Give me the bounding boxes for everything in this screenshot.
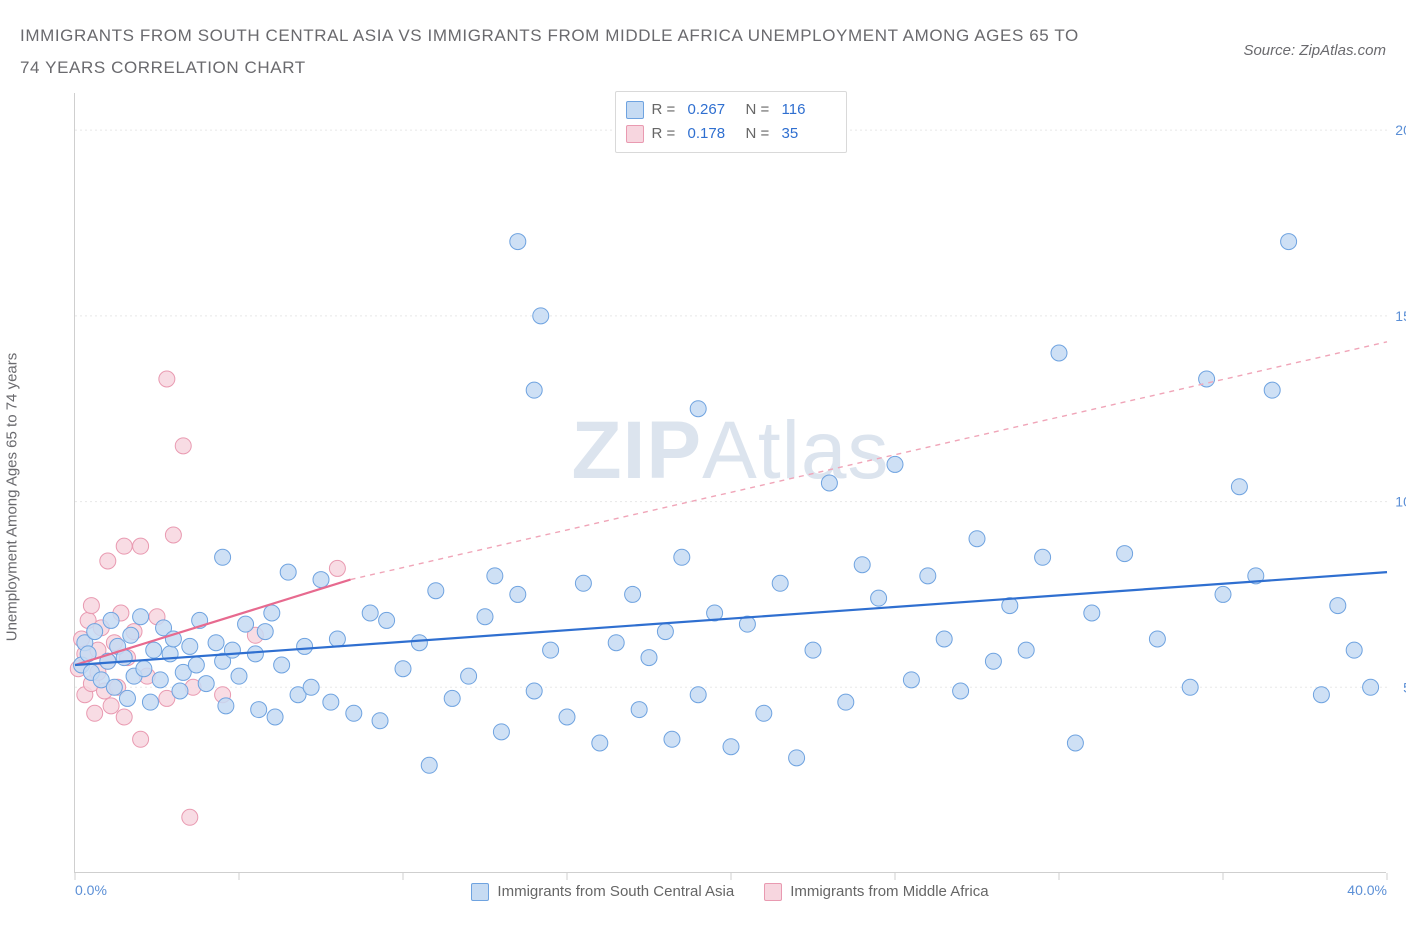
- chart-source: Source: ZipAtlas.com: [1243, 42, 1386, 59]
- plot-svg: 5.0%10.0%15.0%20.0%0.0%40.0%: [75, 93, 1386, 872]
- svg-text:20.0%: 20.0%: [1395, 122, 1406, 138]
- swatch-blue: [471, 883, 489, 901]
- r-label: R =: [652, 122, 680, 146]
- series-legend: Immigrants from South Central Asia Immig…: [74, 883, 1386, 901]
- legend-label: Immigrants from South Central Asia: [497, 883, 734, 900]
- legend-item: Immigrants from South Central Asia: [471, 883, 734, 901]
- n-value: 116: [782, 98, 832, 122]
- y-axis-label: Unemployment Among Ages 65 to 74 years: [4, 352, 21, 641]
- swatch-pink: [764, 883, 782, 901]
- swatch-blue: [626, 101, 644, 119]
- svg-text:40.0%: 40.0%: [1347, 882, 1387, 898]
- n-label: N =: [746, 122, 774, 146]
- stats-legend: R = 0.267 N = 116 R = 0.178 N = 35: [615, 91, 847, 153]
- chart-container: Unemployment Among Ages 65 to 74 years R…: [20, 93, 1386, 901]
- stats-row: R = 0.178 N = 35: [626, 122, 832, 146]
- r-label: R =: [652, 98, 680, 122]
- n-value: 35: [782, 122, 832, 146]
- chart-title: IMMIGRANTS FROM SOUTH CENTRAL ASIA VS IM…: [20, 20, 1080, 85]
- stats-row: R = 0.267 N = 116: [626, 98, 832, 122]
- n-label: N =: [746, 98, 774, 122]
- svg-text:10.0%: 10.0%: [1395, 493, 1406, 509]
- chart-header: IMMIGRANTS FROM SOUTH CENTRAL ASIA VS IM…: [20, 20, 1386, 85]
- legend-item: Immigrants from Middle Africa: [764, 883, 988, 901]
- svg-text:0.0%: 0.0%: [75, 882, 107, 898]
- plot-area: R = 0.267 N = 116 R = 0.178 N = 35 ZIPAt…: [74, 93, 1386, 873]
- r-value: 0.267: [688, 98, 738, 122]
- swatch-pink: [626, 125, 644, 143]
- legend-label: Immigrants from Middle Africa: [790, 883, 988, 900]
- svg-text:15.0%: 15.0%: [1395, 307, 1406, 323]
- r-value: 0.178: [688, 122, 738, 146]
